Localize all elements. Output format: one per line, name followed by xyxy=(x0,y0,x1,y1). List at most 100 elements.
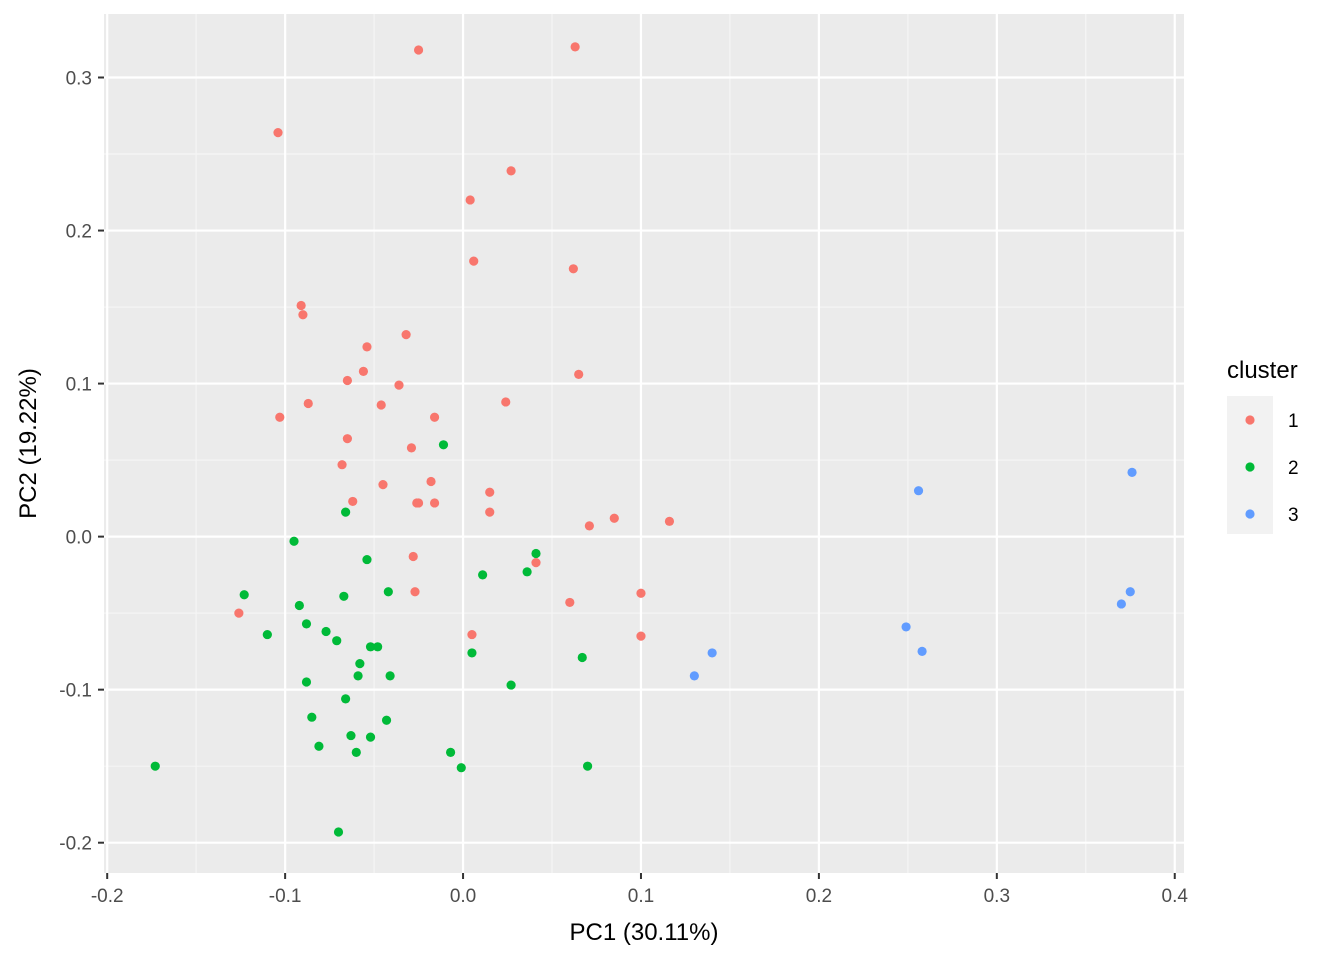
point-cluster-2 xyxy=(362,554,372,565)
legend-label-cluster-2: 2 xyxy=(1288,458,1299,479)
y-tick-label: -0.2 xyxy=(59,834,92,855)
point-cluster-3 xyxy=(917,646,927,657)
point-cluster-1 xyxy=(584,521,594,531)
point-cluster-2 xyxy=(150,761,160,771)
point-cluster-1 xyxy=(410,587,420,597)
point-cluster-3 xyxy=(707,648,717,658)
x-tick-label: 0.1 xyxy=(628,886,654,907)
point-cluster-1 xyxy=(376,400,386,410)
x-axis-title: PC1 (30.11%) xyxy=(570,919,719,946)
y-tick-label: 0.0 xyxy=(66,528,92,549)
legend-key-cluster-3 xyxy=(1245,509,1255,519)
x-tick-label: 0.0 xyxy=(450,886,476,907)
point-cluster-1 xyxy=(467,629,477,640)
point-cluster-1 xyxy=(570,42,580,52)
point-cluster-1 xyxy=(234,608,244,618)
point-cluster-2 xyxy=(239,590,249,600)
point-cluster-1 xyxy=(426,476,436,487)
point-cluster-1 xyxy=(501,397,511,407)
point-cluster-2 xyxy=(301,619,312,629)
point-cluster-3 xyxy=(913,486,924,496)
x-tick-label: 0.3 xyxy=(984,886,1010,907)
point-cluster-1 xyxy=(485,487,495,497)
point-cluster-1 xyxy=(664,516,675,526)
point-cluster-2 xyxy=(522,567,532,577)
point-cluster-1 xyxy=(429,498,440,508)
point-cluster-2 xyxy=(321,626,331,637)
x-tick-label: 0.4 xyxy=(1162,886,1189,907)
point-cluster-1 xyxy=(342,434,353,444)
point-cluster-1 xyxy=(401,330,411,340)
point-cluster-2 xyxy=(456,763,466,773)
point-cluster-2 xyxy=(294,600,304,611)
point-cluster-1 xyxy=(465,195,475,205)
point-cluster-1 xyxy=(298,310,308,320)
x-tick-label: 0.2 xyxy=(806,886,832,907)
point-cluster-1 xyxy=(337,460,347,470)
legend: cluster 1 2 3 xyxy=(1227,357,1299,534)
point-cluster-1 xyxy=(378,479,388,490)
point-cluster-2 xyxy=(385,671,395,681)
legend-entries: 1 2 3 xyxy=(1227,396,1299,534)
point-cluster-2 xyxy=(307,712,317,722)
point-cluster-1 xyxy=(358,366,369,376)
point-cluster-2 xyxy=(531,548,541,559)
point-cluster-2 xyxy=(341,694,351,704)
point-cluster-3 xyxy=(1125,587,1135,597)
point-cluster-1 xyxy=(469,256,479,266)
point-cluster-2 xyxy=(467,648,477,658)
point-cluster-2 xyxy=(339,591,349,601)
point-cluster-1 xyxy=(574,369,584,380)
y-axis-ticks: 0.3 0.2 0.1 0.0 -0.1 -0.2 xyxy=(59,69,104,855)
minor-gridlines xyxy=(104,14,1184,873)
point-cluster-2 xyxy=(365,732,376,742)
point-cluster-1 xyxy=(485,507,495,517)
point-cluster-2 xyxy=(289,536,299,546)
point-cluster-1 xyxy=(342,375,353,386)
x-tick-label: -0.1 xyxy=(269,886,302,907)
point-cluster-1 xyxy=(348,496,358,507)
point-cluster-2 xyxy=(381,715,392,725)
point-cluster-2 xyxy=(383,587,393,597)
point-cluster-2 xyxy=(373,642,383,652)
point-cluster-2 xyxy=(346,730,356,741)
point-cluster-2 xyxy=(582,761,593,771)
point-cluster-1 xyxy=(406,443,417,453)
point-cluster-3 xyxy=(1116,599,1126,609)
y-tick-label: 0.1 xyxy=(66,375,92,396)
point-cluster-2 xyxy=(355,659,365,669)
legend-label-cluster-3: 3 xyxy=(1288,505,1299,526)
plot-panel xyxy=(104,14,1184,873)
point-cluster-1 xyxy=(303,398,313,409)
point-cluster-2 xyxy=(506,680,516,690)
x-tick-label: -0.2 xyxy=(91,886,124,907)
point-cluster-1 xyxy=(413,45,424,55)
point-cluster-2 xyxy=(445,747,456,758)
point-cluster-2 xyxy=(353,671,363,681)
point-cluster-2 xyxy=(438,440,449,450)
data-points xyxy=(150,42,1137,837)
legend-key-cluster-2 xyxy=(1245,462,1255,472)
point-cluster-2 xyxy=(351,747,361,758)
point-cluster-1 xyxy=(531,558,541,568)
point-cluster-1 xyxy=(394,380,404,390)
point-cluster-1 xyxy=(413,498,424,508)
point-cluster-3 xyxy=(689,671,699,681)
point-cluster-1 xyxy=(408,551,418,562)
point-cluster-2 xyxy=(332,636,342,646)
point-cluster-1 xyxy=(609,513,619,523)
point-cluster-1 xyxy=(506,166,516,176)
point-cluster-1 xyxy=(429,412,440,422)
point-cluster-1 xyxy=(296,300,306,311)
point-cluster-2 xyxy=(341,507,351,517)
point-cluster-1 xyxy=(636,631,646,641)
legend-key-cluster-1 xyxy=(1245,415,1255,425)
point-cluster-2 xyxy=(577,652,587,663)
point-cluster-1 xyxy=(275,412,285,422)
legend-title: cluster xyxy=(1227,357,1298,384)
y-axis-title: PC2 (19.22%) xyxy=(15,368,42,519)
point-cluster-1 xyxy=(636,588,646,598)
y-tick-label: 0.2 xyxy=(66,222,92,243)
major-gridlines xyxy=(104,14,1184,873)
point-cluster-3 xyxy=(1127,467,1137,477)
